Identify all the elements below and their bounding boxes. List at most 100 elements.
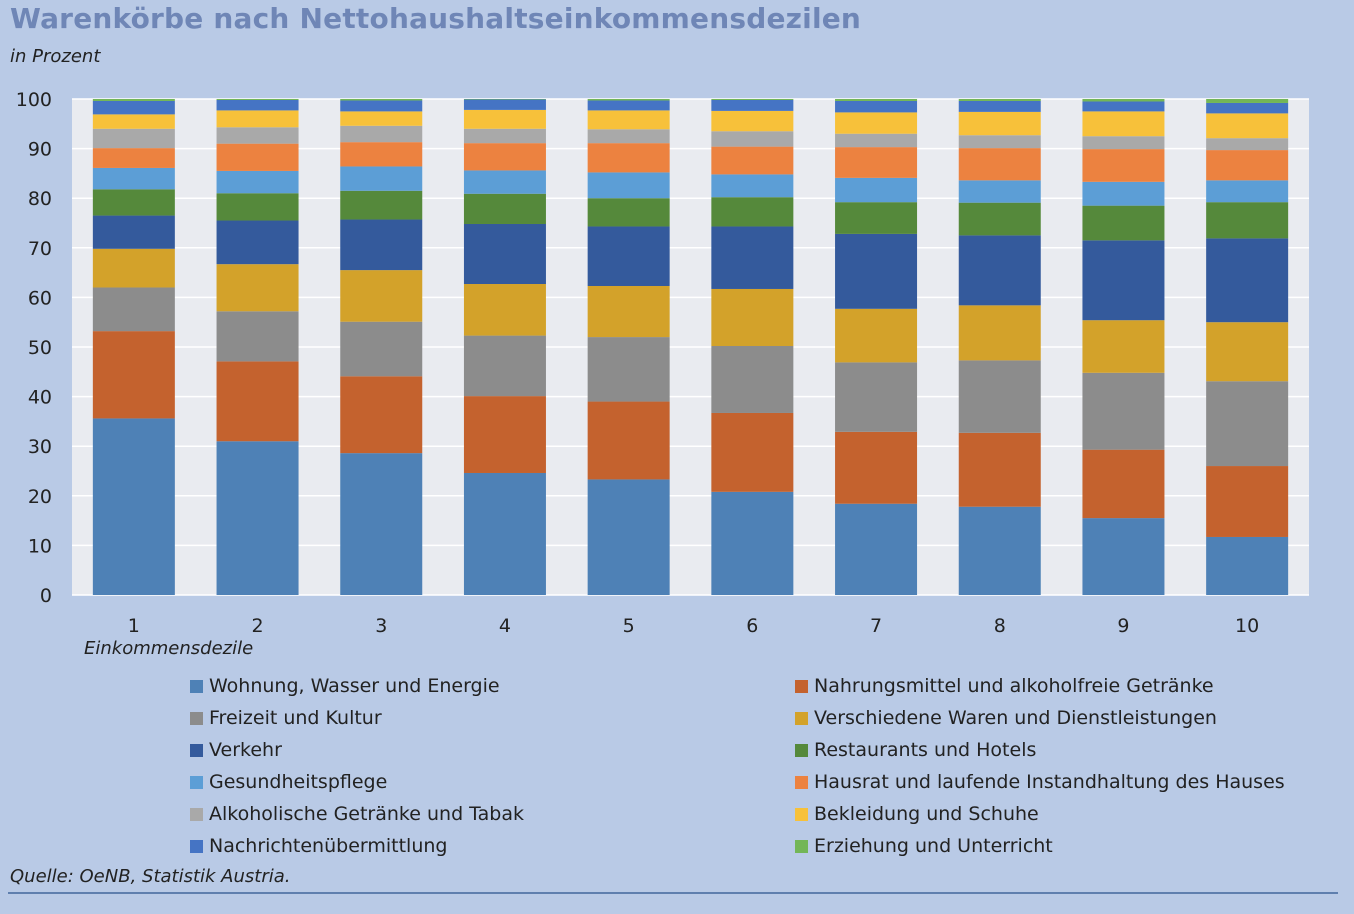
bar-segment bbox=[835, 503, 918, 595]
x-tick-label: 6 bbox=[746, 615, 758, 637]
bar-segment bbox=[1082, 101, 1165, 112]
bar-segment bbox=[1082, 149, 1165, 182]
legend-item: Verkehr bbox=[190, 739, 282, 761]
bar-segment bbox=[340, 376, 423, 454]
bar-segment bbox=[835, 233, 918, 309]
bottom-rule bbox=[8, 892, 1338, 894]
legend-label: Erziehung und Unterricht bbox=[814, 835, 1053, 857]
bar-segment bbox=[587, 285, 670, 338]
bar-segment bbox=[92, 418, 175, 595]
bar-segment bbox=[216, 143, 299, 171]
bar-segment bbox=[958, 135, 1041, 149]
bar-segment bbox=[216, 311, 299, 362]
legend-item: Alkoholische Getränke und Tabak bbox=[190, 803, 524, 825]
x-tick-label: 10 bbox=[1235, 615, 1259, 637]
bar-segment bbox=[958, 202, 1041, 236]
bar-segment bbox=[463, 284, 546, 336]
bar-segment bbox=[216, 99, 299, 100]
legend-swatch bbox=[795, 839, 808, 853]
y-tick-label: 20 bbox=[28, 486, 52, 508]
bar-segment bbox=[216, 441, 299, 595]
bar-segment bbox=[835, 202, 918, 234]
legend-swatch bbox=[190, 839, 203, 853]
bar-segment bbox=[216, 99, 299, 111]
bar-segment bbox=[835, 362, 918, 432]
bar-segment bbox=[1082, 518, 1165, 595]
y-tick-label: 100 bbox=[16, 89, 52, 111]
bar-segment bbox=[463, 223, 546, 285]
bar-segment bbox=[958, 100, 1041, 112]
bar-segment bbox=[835, 147, 918, 178]
legend-swatch bbox=[190, 775, 203, 789]
bar-segment bbox=[1206, 113, 1289, 139]
bar-segment bbox=[1206, 138, 1289, 151]
bar-segment bbox=[1206, 150, 1289, 181]
bar-segment bbox=[340, 142, 423, 167]
bar-segment bbox=[587, 99, 670, 101]
legend-label: Nachrichtenübermittlung bbox=[209, 835, 448, 857]
bar-segment bbox=[587, 479, 670, 595]
bar-segment bbox=[1206, 180, 1289, 203]
bar-segment bbox=[340, 270, 423, 322]
source-note: Quelle: OeNB, Statistik Austria. bbox=[10, 866, 291, 887]
x-tick-label: 9 bbox=[1117, 615, 1129, 637]
legend-label: Nahrungsmittel und alkoholfreie Getränke bbox=[814, 675, 1214, 697]
bar-segment bbox=[711, 346, 794, 413]
bar-segment bbox=[1082, 181, 1165, 206]
bar-segment bbox=[835, 308, 918, 363]
bar-segment bbox=[835, 133, 918, 148]
bar-segment bbox=[463, 99, 546, 110]
legend-item: Restaurants und Hotels bbox=[795, 739, 1036, 761]
bar-segment bbox=[1082, 240, 1165, 321]
bar-segment bbox=[92, 331, 175, 419]
legend-swatch bbox=[190, 679, 203, 693]
bar-segment bbox=[340, 99, 423, 101]
legend-label: Freizeit und Kultur bbox=[209, 707, 382, 729]
bar-segment bbox=[463, 396, 546, 473]
legend-item: Nachrichtenübermittlung bbox=[190, 835, 447, 857]
bar-segment bbox=[958, 111, 1041, 136]
bar-segment bbox=[1206, 202, 1289, 239]
bar-segment bbox=[1206, 381, 1289, 467]
bar-segment bbox=[958, 235, 1041, 306]
bar-segment bbox=[711, 110, 794, 132]
y-tick-label: 90 bbox=[28, 139, 52, 161]
bar-segment bbox=[216, 170, 299, 194]
bar-segment bbox=[587, 337, 670, 402]
x-tick-label: 7 bbox=[870, 615, 882, 637]
bar-segment bbox=[835, 99, 918, 101]
y-tick-label: 10 bbox=[28, 535, 52, 557]
bar-segment bbox=[958, 506, 1041, 595]
bar-segment bbox=[1206, 466, 1289, 537]
legend-item: Gesundheitspflege bbox=[190, 771, 387, 793]
x-tick-label: 1 bbox=[128, 615, 140, 637]
x-tick-label: 8 bbox=[994, 615, 1006, 637]
bar-segment bbox=[958, 305, 1041, 361]
bar-segment bbox=[340, 190, 423, 220]
bar-segment bbox=[340, 321, 423, 377]
x-tick-label: 4 bbox=[499, 615, 511, 637]
bar-segment bbox=[216, 264, 299, 312]
bar-segment bbox=[1206, 322, 1289, 382]
chart-subtitle: in Prozent bbox=[10, 46, 101, 67]
bar-segment bbox=[92, 100, 175, 115]
bar-segment bbox=[216, 220, 299, 265]
bar-segment bbox=[587, 172, 670, 199]
bar-segment bbox=[711, 491, 794, 595]
bar-segment bbox=[340, 219, 423, 271]
bar-segment bbox=[1082, 111, 1165, 137]
legend-label: Gesundheitspflege bbox=[209, 771, 388, 793]
bar-segment bbox=[92, 189, 175, 216]
legend-item: Verschiedene Waren und Dienstleistungen bbox=[795, 707, 1217, 729]
bar-segment bbox=[587, 110, 670, 130]
legend-swatch bbox=[190, 807, 203, 821]
legend-swatch bbox=[795, 679, 808, 693]
bar-segment bbox=[340, 125, 423, 143]
y-tick-label: 60 bbox=[28, 287, 52, 309]
legend-swatch bbox=[795, 807, 808, 821]
x-tick-label: 5 bbox=[623, 615, 635, 637]
stacked-bar-chart: 0 10 20 30 40 50 60 70 80 90 100 1 2 3 4 5 6 7 8 9 10 Einkomm… bbox=[16, 89, 1309, 659]
legend-swatch bbox=[795, 743, 808, 757]
bar-segment bbox=[711, 412, 794, 492]
bar-segment bbox=[92, 167, 175, 190]
